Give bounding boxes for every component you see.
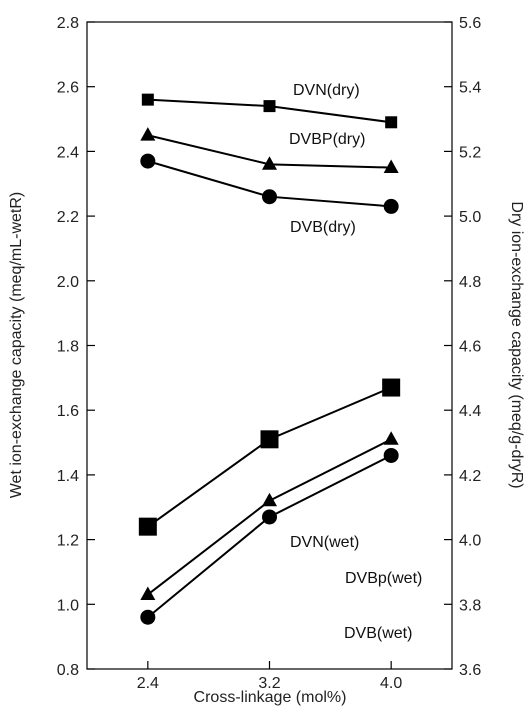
right-tick-label: 3.6 <box>459 662 481 679</box>
data-point-dvn-wet- <box>382 378 401 397</box>
right-tick-label: 5.4 <box>459 80 481 97</box>
data-point-dvbp-dry- <box>262 156 277 170</box>
series-label-dvbp-dry-: DVBP(dry) <box>289 131 365 148</box>
x-tick-label: 4.0 <box>380 675 402 692</box>
series-label-dvn-dry-: DVN(dry) <box>293 82 360 99</box>
data-point-dvn-dry- <box>263 100 276 113</box>
series-label-dvbp-wet-: DVBp(wet) <box>345 570 422 587</box>
x-axis-ticks: 2.4 3.2 4.0 <box>137 661 402 692</box>
right-tick-label: 5.0 <box>459 209 481 226</box>
data-point-dvbp-dry- <box>140 127 156 141</box>
left-tick-label: 2.4 <box>57 144 79 161</box>
left-tick-label: 1.4 <box>57 468 79 485</box>
data-point-dvbp-wet- <box>383 431 399 445</box>
data-point-dvbp-dry- <box>383 159 399 174</box>
data-point-dvbp-wet- <box>262 492 277 507</box>
data-point-dvbp-wet- <box>140 586 156 601</box>
data-point-dvn-wet- <box>138 517 157 536</box>
right-axis-title: Dry ion-exchange capacity (meq/g-dryR) <box>508 201 525 488</box>
left-tick-label: 2.2 <box>57 209 79 226</box>
right-tick-label: 4.2 <box>459 468 481 485</box>
left-tick-label: 1.8 <box>57 339 79 356</box>
right-tick-label: 4.0 <box>459 533 481 550</box>
left-tick-label: 1.6 <box>57 403 79 420</box>
series-label-dvb-dry-: DVB(dry) <box>290 219 356 236</box>
data-point-dvb-dry- <box>262 189 277 205</box>
right-tick-label: 4.8 <box>459 274 481 291</box>
data-point-dvb-dry- <box>383 198 399 214</box>
x-tick-label: 2.4 <box>137 675 159 692</box>
series-label-dvb-wet-: DVB(wet) <box>344 625 412 642</box>
left-tick-label: 2.8 <box>57 15 79 32</box>
left-tick-label: 2.6 <box>57 80 79 97</box>
left-axis-title: Wet ion-exchange capacity (meq/mL-wetR) <box>8 192 25 499</box>
x-tick-label: 3.2 <box>258 675 280 692</box>
data-point-dvb-wet- <box>262 509 277 525</box>
right-tick-label: 5.2 <box>459 144 481 161</box>
data-point-dvb-wet- <box>140 609 156 625</box>
series-labels: DVN(dry) DVBP(dry) DVB(dry) DVN(wet) DVBp(we… <box>289 82 422 642</box>
right-tick-label: 4.6 <box>459 339 481 356</box>
data-point-dvn-dry- <box>385 116 398 129</box>
left-tick-label: 2.0 <box>57 274 79 291</box>
series-markers <box>138 93 401 625</box>
series-label-dvn-wet-: DVN(wet) <box>290 534 359 551</box>
left-tick-label: 1.0 <box>57 597 79 614</box>
data-point-dvb-dry- <box>140 153 156 169</box>
right-axis-ticks: 3.6 3.8 4.0 4.2 4.4 4.6 4.8 5.0 5.2 5.4 5.6 <box>444 15 481 679</box>
left-tick-label: 0.8 <box>57 662 79 679</box>
left-axis-ticks: 0.8 1.0 1.2 1.4 1.6 1.8 2.0 2.2 2.4 2.6 2.8 <box>57 15 95 679</box>
right-tick-label: 4.4 <box>459 403 481 420</box>
left-tick-label: 1.2 <box>57 533 79 550</box>
data-point-dvb-wet- <box>383 447 399 463</box>
x-axis-title: Cross-linkage (mol%) <box>194 689 347 706</box>
right-tick-label: 5.6 <box>459 15 481 32</box>
data-point-dvn-wet- <box>260 430 279 449</box>
right-tick-label: 3.8 <box>459 597 481 614</box>
data-point-dvn-dry- <box>141 93 154 106</box>
